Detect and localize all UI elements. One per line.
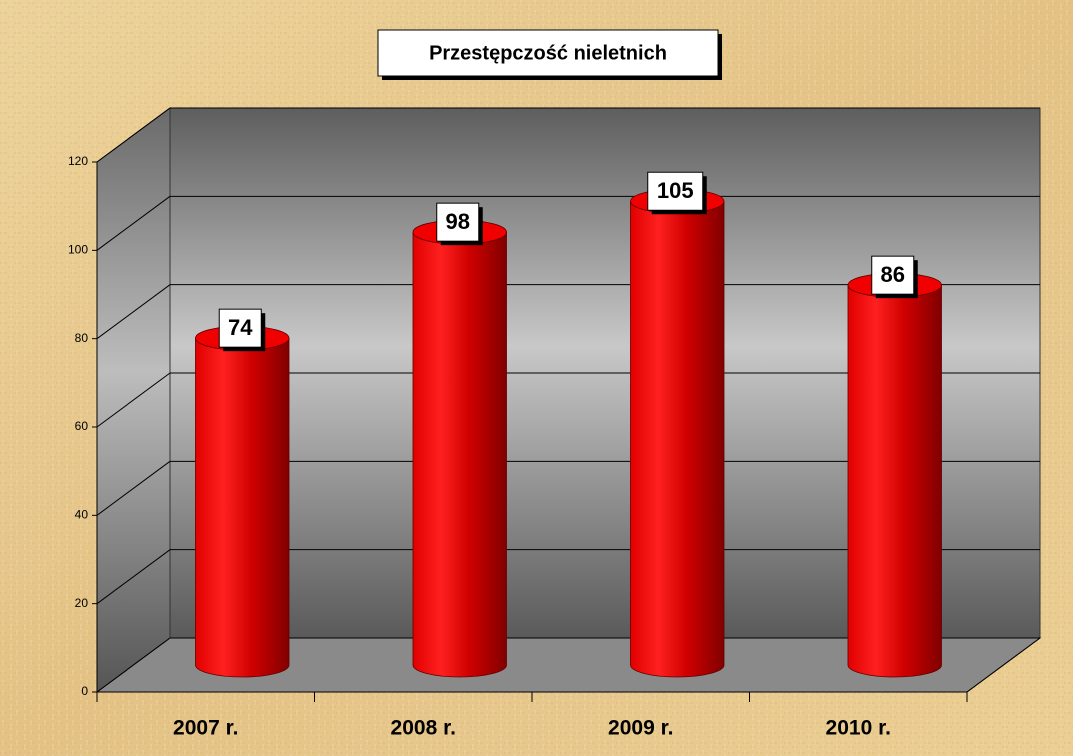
x-tick-label: 2008 r. <box>391 717 456 740</box>
grid-line <box>96 460 171 516</box>
x-tick-label: 2009 r. <box>608 717 673 740</box>
x-tick-label: 2007 r. <box>173 717 238 740</box>
label-box <box>871 255 915 295</box>
plot: 0 20 40 60 80 100 120 2007 r. 74 2008 r. 98 2009 r.… <box>68 107 1040 740</box>
bar <box>195 338 290 678</box>
label-box <box>647 171 704 211</box>
y-tick-label: 80 <box>75 331 89 345</box>
data-label: 74 <box>228 315 253 340</box>
bar <box>847 285 942 678</box>
label-box <box>436 202 480 242</box>
title-box <box>377 29 719 77</box>
grid-line <box>96 195 171 251</box>
data-label: 98 <box>446 209 470 234</box>
grid-line <box>96 372 171 428</box>
y-tick-label: 40 <box>75 508 89 522</box>
bar <box>412 232 507 678</box>
y-tick-label: 120 <box>68 154 88 168</box>
label-box <box>218 308 262 348</box>
grid-line <box>96 284 171 340</box>
grid-line <box>96 637 171 693</box>
y-tick-label: 60 <box>75 419 89 433</box>
data-label: 86 <box>881 262 905 287</box>
y-tick-label: 0 <box>81 684 88 698</box>
chart-title: Przestępczość nieletnich <box>429 42 667 64</box>
floor-edge <box>966 637 1041 693</box>
grid-line <box>96 107 171 163</box>
y-tick-label: 20 <box>75 596 89 610</box>
x-tick-label: 2010 r. <box>826 717 891 740</box>
grid-line <box>96 549 171 605</box>
y-tick-label: 100 <box>68 243 88 257</box>
bar <box>630 201 725 678</box>
data-label: 105 <box>657 178 694 203</box>
